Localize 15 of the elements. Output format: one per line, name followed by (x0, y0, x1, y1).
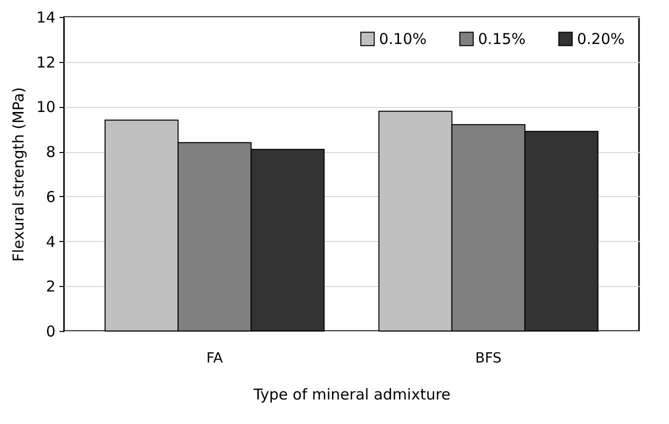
y-tick-label: 14 (36, 8, 56, 26)
x-tick-label: FA (206, 350, 224, 366)
legend-label: 0.15% (478, 30, 526, 48)
y-tick-label: 8 (46, 143, 56, 162)
legend-label: 0.10% (379, 30, 427, 48)
y-tick-label: 12 (36, 53, 56, 72)
y-tick-label: 2 (46, 278, 56, 296)
x-axis-title: Type of mineral admixture (252, 386, 451, 404)
y-tick-label: 0 (46, 322, 56, 340)
y-axis-title: Flexural strength (MPa) (9, 87, 28, 262)
y-tick-label: 6 (46, 188, 56, 206)
y-tick-label: 4 (46, 232, 56, 251)
legend-label: 0.20% (577, 30, 625, 48)
y-tick-label: 10 (36, 98, 56, 116)
x-tick-label: BFS (475, 350, 502, 366)
